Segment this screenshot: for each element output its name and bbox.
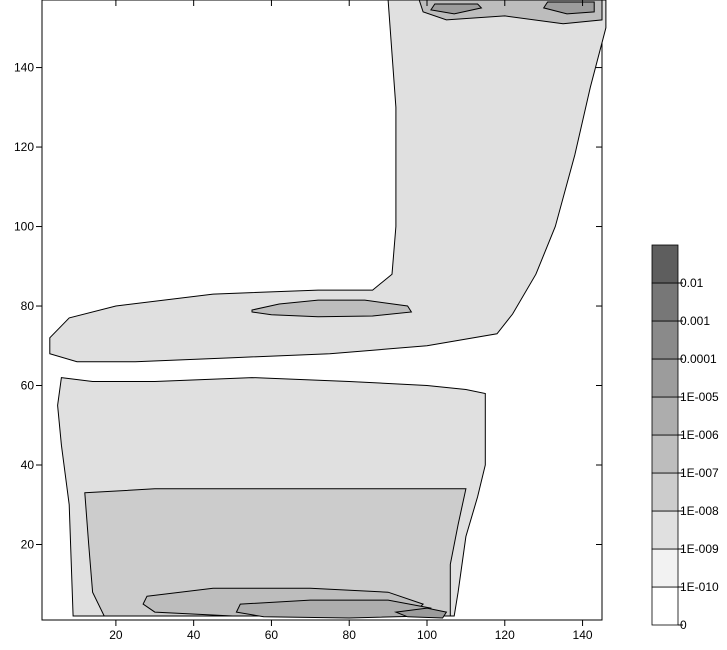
- y-tick-label: 100: [14, 220, 34, 234]
- colorbar-swatch: [651, 244, 679, 284]
- y-axis: 20 40 60 80 100 120 140: [14, 61, 602, 551]
- x-axis: 20 40 60 80 100 120 140: [109, 0, 593, 642]
- colorbar-swatch: [651, 548, 679, 588]
- y-tick-label: 120: [14, 140, 34, 154]
- colorbar-swatch: [651, 586, 679, 626]
- contour-region-lower-inner-3: [393, 607, 448, 619]
- x-tick-label: 140: [573, 628, 593, 642]
- colorbar-swatch: [651, 510, 679, 550]
- x-tick-label: 100: [417, 628, 437, 642]
- y-tick-label: 20: [21, 537, 35, 551]
- colorbar-swatch: [651, 320, 679, 360]
- colorbar-swatch: [651, 434, 679, 474]
- y-tick-label: 40: [21, 458, 35, 472]
- colorbar-label: 1E-009: [680, 542, 719, 556]
- colorbar-label: 1E-010: [680, 580, 719, 594]
- contour-region-upper-light-halo: [49, 0, 607, 363]
- x-tick-label: 40: [187, 628, 201, 642]
- contour-region-top-blob-core: [430, 3, 483, 15]
- contour-region-middle-ellipse: [251, 299, 413, 318]
- x-tick-label: 120: [495, 628, 515, 642]
- colorbar-label: 0.001: [680, 314, 710, 328]
- colorbar-swatch: [651, 472, 679, 512]
- contour-regions: [49, 0, 607, 619]
- colorbar-label: 0.0001: [680, 352, 717, 366]
- colorbar-swatch: [651, 358, 679, 398]
- colorbar-swatch: [651, 396, 679, 436]
- colorbar-label: 1E-007: [680, 466, 719, 480]
- x-tick-label: 60: [265, 628, 279, 642]
- colorbar-label: 1E-006: [680, 428, 719, 442]
- y-tick-label: 80: [21, 299, 35, 313]
- x-tick-label: 20: [109, 628, 123, 642]
- contour-region-lower-band-mid: [84, 488, 467, 617]
- colorbar-label: 1E-005: [680, 390, 719, 404]
- colorbar-swatch: [651, 282, 679, 322]
- colorbar-label: 0.01: [680, 276, 704, 290]
- colorbar-label: 1E-008: [680, 504, 719, 518]
- colorbar-label: 0: [680, 618, 687, 632]
- x-tick-label: 80: [343, 628, 357, 642]
- y-tick-label: 60: [21, 379, 35, 393]
- contour-region-lower-inner-2: [235, 599, 432, 619]
- y-tick-label: 140: [14, 61, 34, 75]
- colorbar-legend: 0 1E-010 1E-009 1E-008 1E-007 1E-006 1E-005 0.0…: [651, 244, 719, 632]
- contour-region-top-blob-core-right: [542, 1, 595, 15]
